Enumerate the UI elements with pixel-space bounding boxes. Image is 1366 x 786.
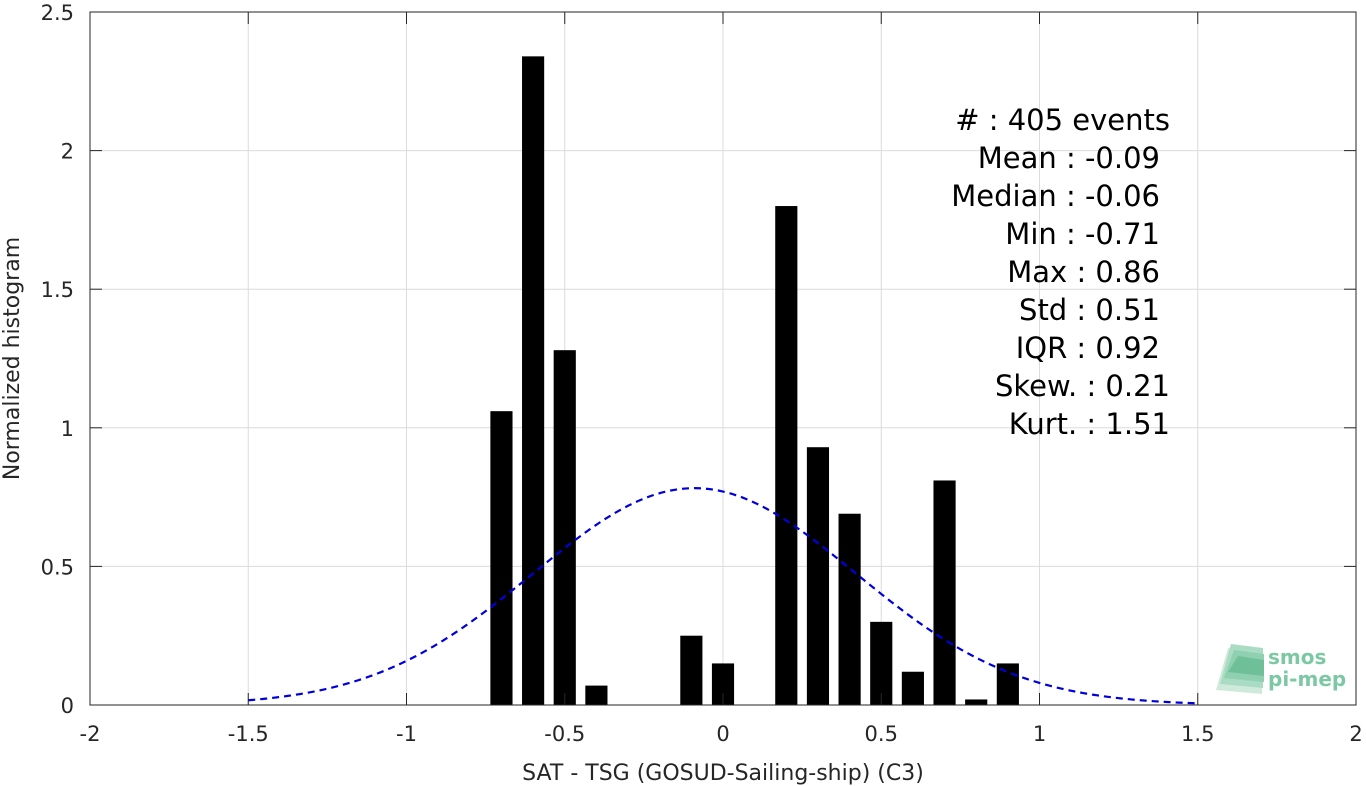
y-tick-label-5: 2.5 xyxy=(41,1,74,25)
x-tick-label-6: 1 xyxy=(1033,722,1046,746)
logo-text-smos: smos xyxy=(1268,645,1326,669)
stat-line-4: Max : 0.86 xyxy=(1007,255,1160,289)
stat-line-0: # : 405 events xyxy=(955,103,1170,137)
histogram-bar-3 xyxy=(585,685,608,705)
x-tick-label-4: 0 xyxy=(716,722,729,746)
x-tick-label-2: -1 xyxy=(396,722,417,746)
histogram-bar-1 xyxy=(522,56,545,706)
axis-ticks xyxy=(89,11,1357,706)
y-tick-label-0: 0 xyxy=(61,694,74,718)
logo-text-pi-mep: pi-mep xyxy=(1268,667,1346,691)
x-tick-label-1: -1.5 xyxy=(228,722,269,746)
stat-line-2: Median : -0.06 xyxy=(951,179,1160,213)
x-axis-label: SAT - TSG (GOSUD-Sailing-ship) (C3) xyxy=(522,761,924,786)
x-tick-labels: -2 -1.5 -1 -0.5 0 0.5 1 1.5 2 xyxy=(80,722,1363,746)
histogram-bar-12 xyxy=(965,699,988,705)
y-tick-label-1: 0.5 xyxy=(41,555,74,579)
histogram-bar-5 xyxy=(711,663,735,705)
x-tick-label-8: 2 xyxy=(1349,722,1362,746)
histogram-bar-6 xyxy=(775,206,798,706)
histogram-bars xyxy=(490,56,1019,706)
y-tick-labels: 0 0.5 1 1.5 2 2.5 xyxy=(41,1,74,718)
x-tick-label-3: -0.5 xyxy=(544,722,585,746)
stat-line-7: Skew. : 0.21 xyxy=(995,369,1170,403)
stat-line-3: Min : -0.71 xyxy=(1005,217,1160,251)
y-tick-label-4: 2 xyxy=(61,140,74,164)
stat-line-6: IQR : 0.92 xyxy=(1016,331,1160,365)
logo-icon xyxy=(1216,644,1264,694)
x-tick-label-5: 0.5 xyxy=(865,722,898,746)
histogram-bar-10 xyxy=(901,671,924,705)
histogram-bar-7 xyxy=(806,447,830,705)
statistics-annotation: # : 405 events Mean : -0.09 Median : -0.06… xyxy=(951,103,1170,441)
y-tick-label-2: 1 xyxy=(61,417,74,441)
stat-line-1: Mean : -0.09 xyxy=(978,141,1160,175)
stat-line-5: Std : 0.51 xyxy=(1019,293,1160,327)
x-tick-label-7: 1.5 xyxy=(1181,722,1214,746)
histogram-bar-11 xyxy=(933,480,956,705)
histogram-bar-4 xyxy=(680,635,703,705)
y-axis-label: Normalized histogram xyxy=(0,237,25,480)
histogram-bar-2 xyxy=(553,350,576,705)
histogram-bar-9 xyxy=(870,621,893,705)
histogram-bar-8 xyxy=(838,513,861,705)
y-tick-label-3: 1.5 xyxy=(41,278,74,302)
smos-pi-mep-logo: smos pi-mep xyxy=(1216,644,1346,694)
stat-line-8: Kurt. : 1.51 xyxy=(1009,407,1170,441)
gaussian-fit-curve xyxy=(248,487,1198,705)
histogram-bar-0 xyxy=(490,411,513,705)
x-tick-label-0: -2 xyxy=(80,722,101,746)
